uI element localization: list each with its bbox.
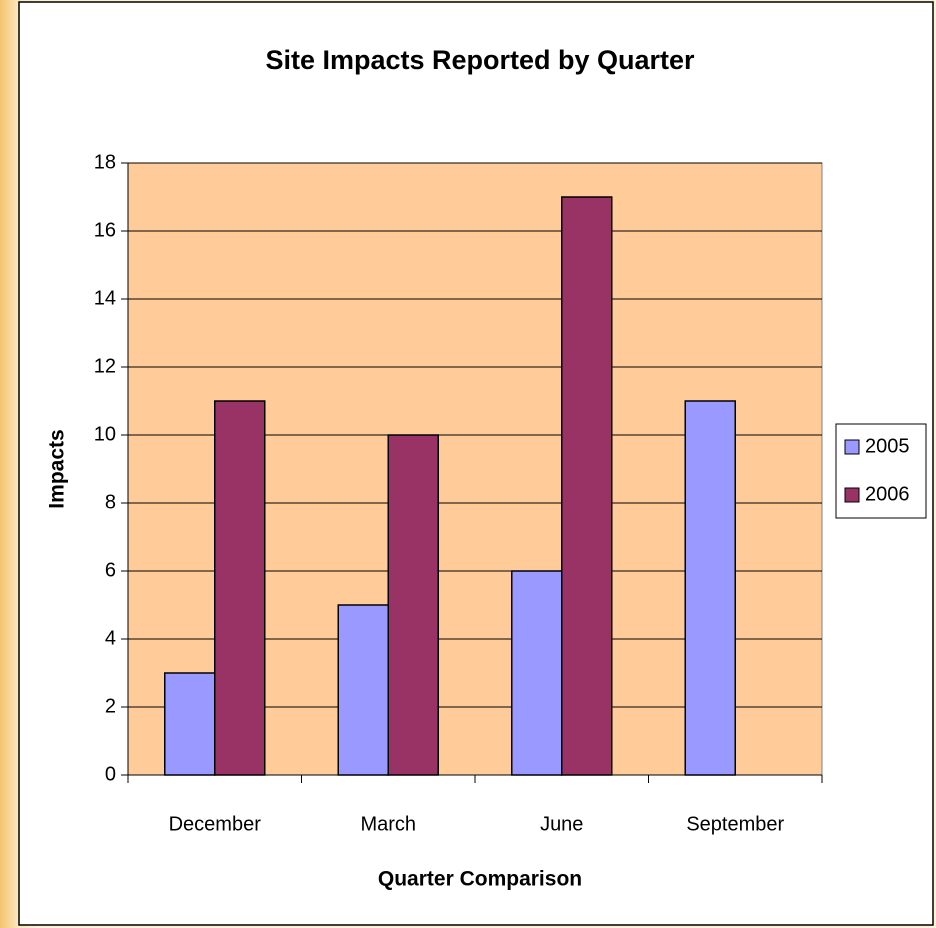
bar [337, 604, 389, 776]
y-tick-label: 4 [105, 627, 116, 649]
y-tick-label: 12 [94, 355, 116, 377]
bar [387, 434, 439, 776]
y-tick-label: 10 [94, 423, 116, 445]
legend-swatch [844, 487, 860, 503]
bar [684, 400, 736, 776]
bar [164, 672, 216, 776]
bar [214, 400, 266, 776]
y-tick-label: 6 [105, 559, 116, 581]
y-tick-label: 14 [94, 287, 116, 309]
chart-title: Site Impacts Reported by Quarter [265, 45, 695, 75]
y-tick-label: 18 [94, 151, 116, 173]
y-tick-label: 0 [105, 763, 116, 785]
y-axis-label: Impacts [46, 429, 69, 508]
x-tick-label: June [540, 813, 583, 835]
legend-swatch [844, 439, 860, 455]
bar [561, 196, 613, 776]
y-tick-label: 2 [105, 695, 116, 717]
x-axis-label: Quarter Comparison [378, 868, 582, 891]
y-tick-label: 8 [105, 491, 116, 513]
bar [511, 570, 563, 776]
legend-label: 2006 [865, 483, 910, 505]
x-tick-label: December [169, 813, 262, 835]
legend-label: 2005 [865, 435, 910, 457]
x-tick-label: March [360, 813, 416, 835]
y-tick-label: 16 [94, 219, 116, 241]
x-tick-label: September [686, 813, 784, 835]
